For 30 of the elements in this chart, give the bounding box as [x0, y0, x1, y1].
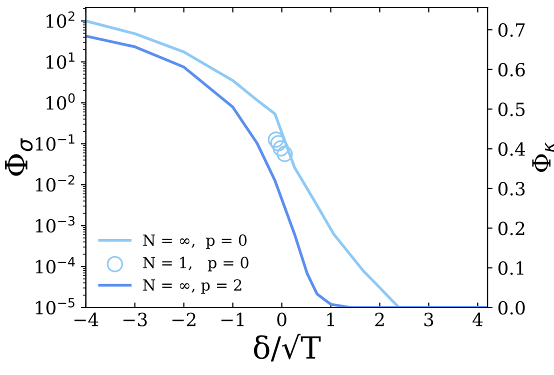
y-tick-label: 10$^{−2}$	[36, 175, 74, 192]
y-tick-label: 10$^{2}$	[46, 11, 74, 28]
x-tick-label: 0	[277, 312, 286, 326]
y-tick-label: 10$^{−3}$	[36, 216, 74, 233]
x-axis-title: δ/√T	[254, 334, 321, 362]
y2-tick-label: 0.5	[498, 102, 525, 116]
y2-tick-label: 0.1	[498, 261, 524, 275]
y-tick-label: 10$^{−5}$	[36, 298, 74, 314]
y2-tick-label: 0.4	[498, 142, 526, 156]
x-tick-label: 4	[472, 312, 483, 326]
legend-label: N = ∞, p = 0	[143, 234, 247, 249]
x-tick-label: −1	[221, 312, 244, 326]
legend-label: N = 1, p = 0	[143, 256, 248, 272]
y2-tick-label: 0.0	[498, 300, 525, 315]
x-tick-label: −2	[172, 312, 196, 326]
legend-label: N = ∞, p = 2	[143, 279, 242, 294]
x-tick-label: 2	[375, 312, 384, 326]
y2-tick-label: 0.6	[498, 62, 525, 77]
y-axis-title: Φ$_{σ}$	[5, 138, 33, 176]
y2-tick-label: 0.2	[498, 222, 524, 236]
y-tick-label: 10$^{−4}$	[36, 257, 75, 274]
y2-tick-label: 0.7	[498, 23, 525, 37]
x-tick-label: 3	[424, 312, 434, 326]
y-tick-label: 10$^{−1}$	[36, 134, 74, 151]
y-tick-label: 10$^{0}$	[46, 93, 75, 110]
y-tick-label: 10$^{1}$	[46, 52, 74, 69]
y2-tick-label: 0.3	[498, 182, 525, 196]
x-tick-label: −3	[123, 312, 147, 326]
x-tick-label: −4	[74, 312, 98, 326]
x-tick-label: 1	[327, 312, 334, 326]
